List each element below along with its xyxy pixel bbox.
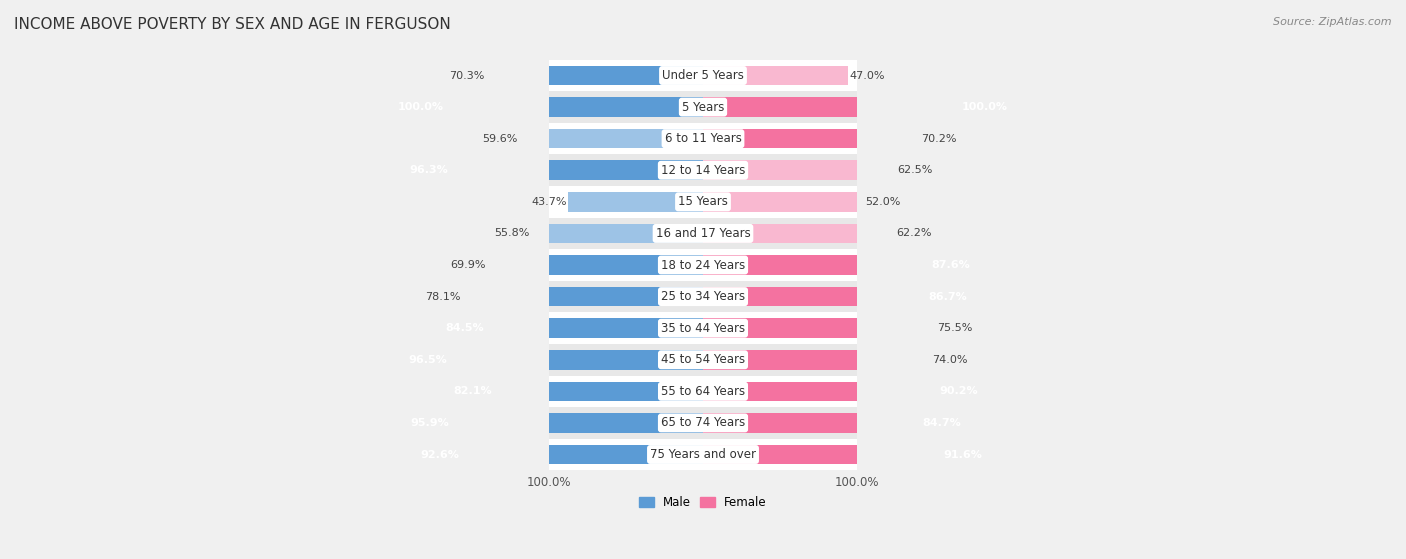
Bar (548, 439, 858, 470)
Bar (548, 217, 858, 249)
Bar (703, 224, 894, 243)
Text: 25 to 34 Years: 25 to 34 Years (661, 290, 745, 303)
Bar (548, 344, 858, 376)
Bar (548, 249, 858, 281)
Bar (548, 123, 858, 154)
Text: 45 to 54 Years: 45 to 54 Years (661, 353, 745, 366)
Bar (568, 192, 703, 212)
Text: INCOME ABOVE POVERTY BY SEX AND AGE IN FERGUSON: INCOME ABOVE POVERTY BY SEX AND AGE IN F… (14, 17, 451, 32)
Text: 92.6%: 92.6% (420, 449, 460, 459)
Bar (406, 160, 703, 180)
Text: 18 to 24 Years: 18 to 24 Years (661, 258, 745, 272)
Text: 84.7%: 84.7% (922, 418, 960, 428)
Bar (548, 281, 858, 312)
Text: 62.2%: 62.2% (896, 229, 932, 239)
Text: 96.3%: 96.3% (409, 165, 449, 176)
Text: 100.0%: 100.0% (398, 102, 444, 112)
Bar (703, 382, 981, 401)
Text: 62.5%: 62.5% (897, 165, 932, 176)
Bar (548, 312, 858, 344)
Bar (548, 186, 858, 217)
Bar (703, 192, 863, 212)
Text: 74.0%: 74.0% (932, 355, 969, 365)
Bar (548, 376, 858, 407)
Bar (703, 255, 973, 275)
Text: 52.0%: 52.0% (865, 197, 900, 207)
Legend: Male, Female: Male, Female (634, 491, 772, 514)
Bar (703, 129, 920, 149)
Text: 78.1%: 78.1% (425, 292, 461, 302)
Bar (488, 255, 703, 275)
Text: 15 Years: 15 Years (678, 195, 728, 209)
Bar (519, 129, 703, 149)
Text: 96.5%: 96.5% (409, 355, 447, 365)
Text: 100.0%: 100.0% (962, 102, 1008, 112)
Bar (463, 287, 703, 306)
Text: Under 5 Years: Under 5 Years (662, 69, 744, 82)
Text: 75.5%: 75.5% (938, 323, 973, 333)
Text: 90.2%: 90.2% (939, 386, 977, 396)
Bar (395, 97, 703, 117)
Text: 6 to 11 Years: 6 to 11 Years (665, 132, 741, 145)
Text: 65 to 74 Years: 65 to 74 Years (661, 416, 745, 429)
Text: Source: ZipAtlas.com: Source: ZipAtlas.com (1274, 17, 1392, 27)
Text: 55 to 64 Years: 55 to 64 Years (661, 385, 745, 398)
Text: 91.6%: 91.6% (943, 449, 983, 459)
Bar (531, 224, 703, 243)
Text: 87.6%: 87.6% (931, 260, 970, 270)
Text: 82.1%: 82.1% (453, 386, 492, 396)
Bar (703, 97, 1011, 117)
Text: 75 Years and over: 75 Years and over (650, 448, 756, 461)
Bar (548, 60, 858, 91)
Text: 86.7%: 86.7% (928, 292, 967, 302)
Text: 70.2%: 70.2% (921, 134, 956, 144)
Bar (486, 66, 703, 86)
Bar (703, 160, 896, 180)
Text: 70.3%: 70.3% (450, 70, 485, 80)
Text: 43.7%: 43.7% (531, 197, 567, 207)
Bar (703, 287, 970, 306)
Text: 5 Years: 5 Years (682, 101, 724, 113)
Bar (548, 91, 858, 123)
Bar (548, 154, 858, 186)
Bar (443, 319, 703, 338)
Bar (418, 445, 703, 465)
Bar (548, 407, 858, 439)
Text: 84.5%: 84.5% (446, 323, 484, 333)
Text: 12 to 14 Years: 12 to 14 Years (661, 164, 745, 177)
Text: 59.6%: 59.6% (482, 134, 517, 144)
Bar (703, 350, 931, 369)
Bar (408, 413, 703, 433)
Bar (450, 382, 703, 401)
Text: 69.9%: 69.9% (450, 260, 486, 270)
Text: 55.8%: 55.8% (494, 229, 530, 239)
Text: 35 to 44 Years: 35 to 44 Years (661, 321, 745, 335)
Bar (703, 445, 986, 465)
Text: 95.9%: 95.9% (411, 418, 450, 428)
Text: 47.0%: 47.0% (849, 70, 884, 80)
Bar (703, 413, 965, 433)
Bar (703, 66, 848, 86)
Bar (703, 319, 935, 338)
Bar (406, 350, 703, 369)
Text: 16 and 17 Years: 16 and 17 Years (655, 227, 751, 240)
